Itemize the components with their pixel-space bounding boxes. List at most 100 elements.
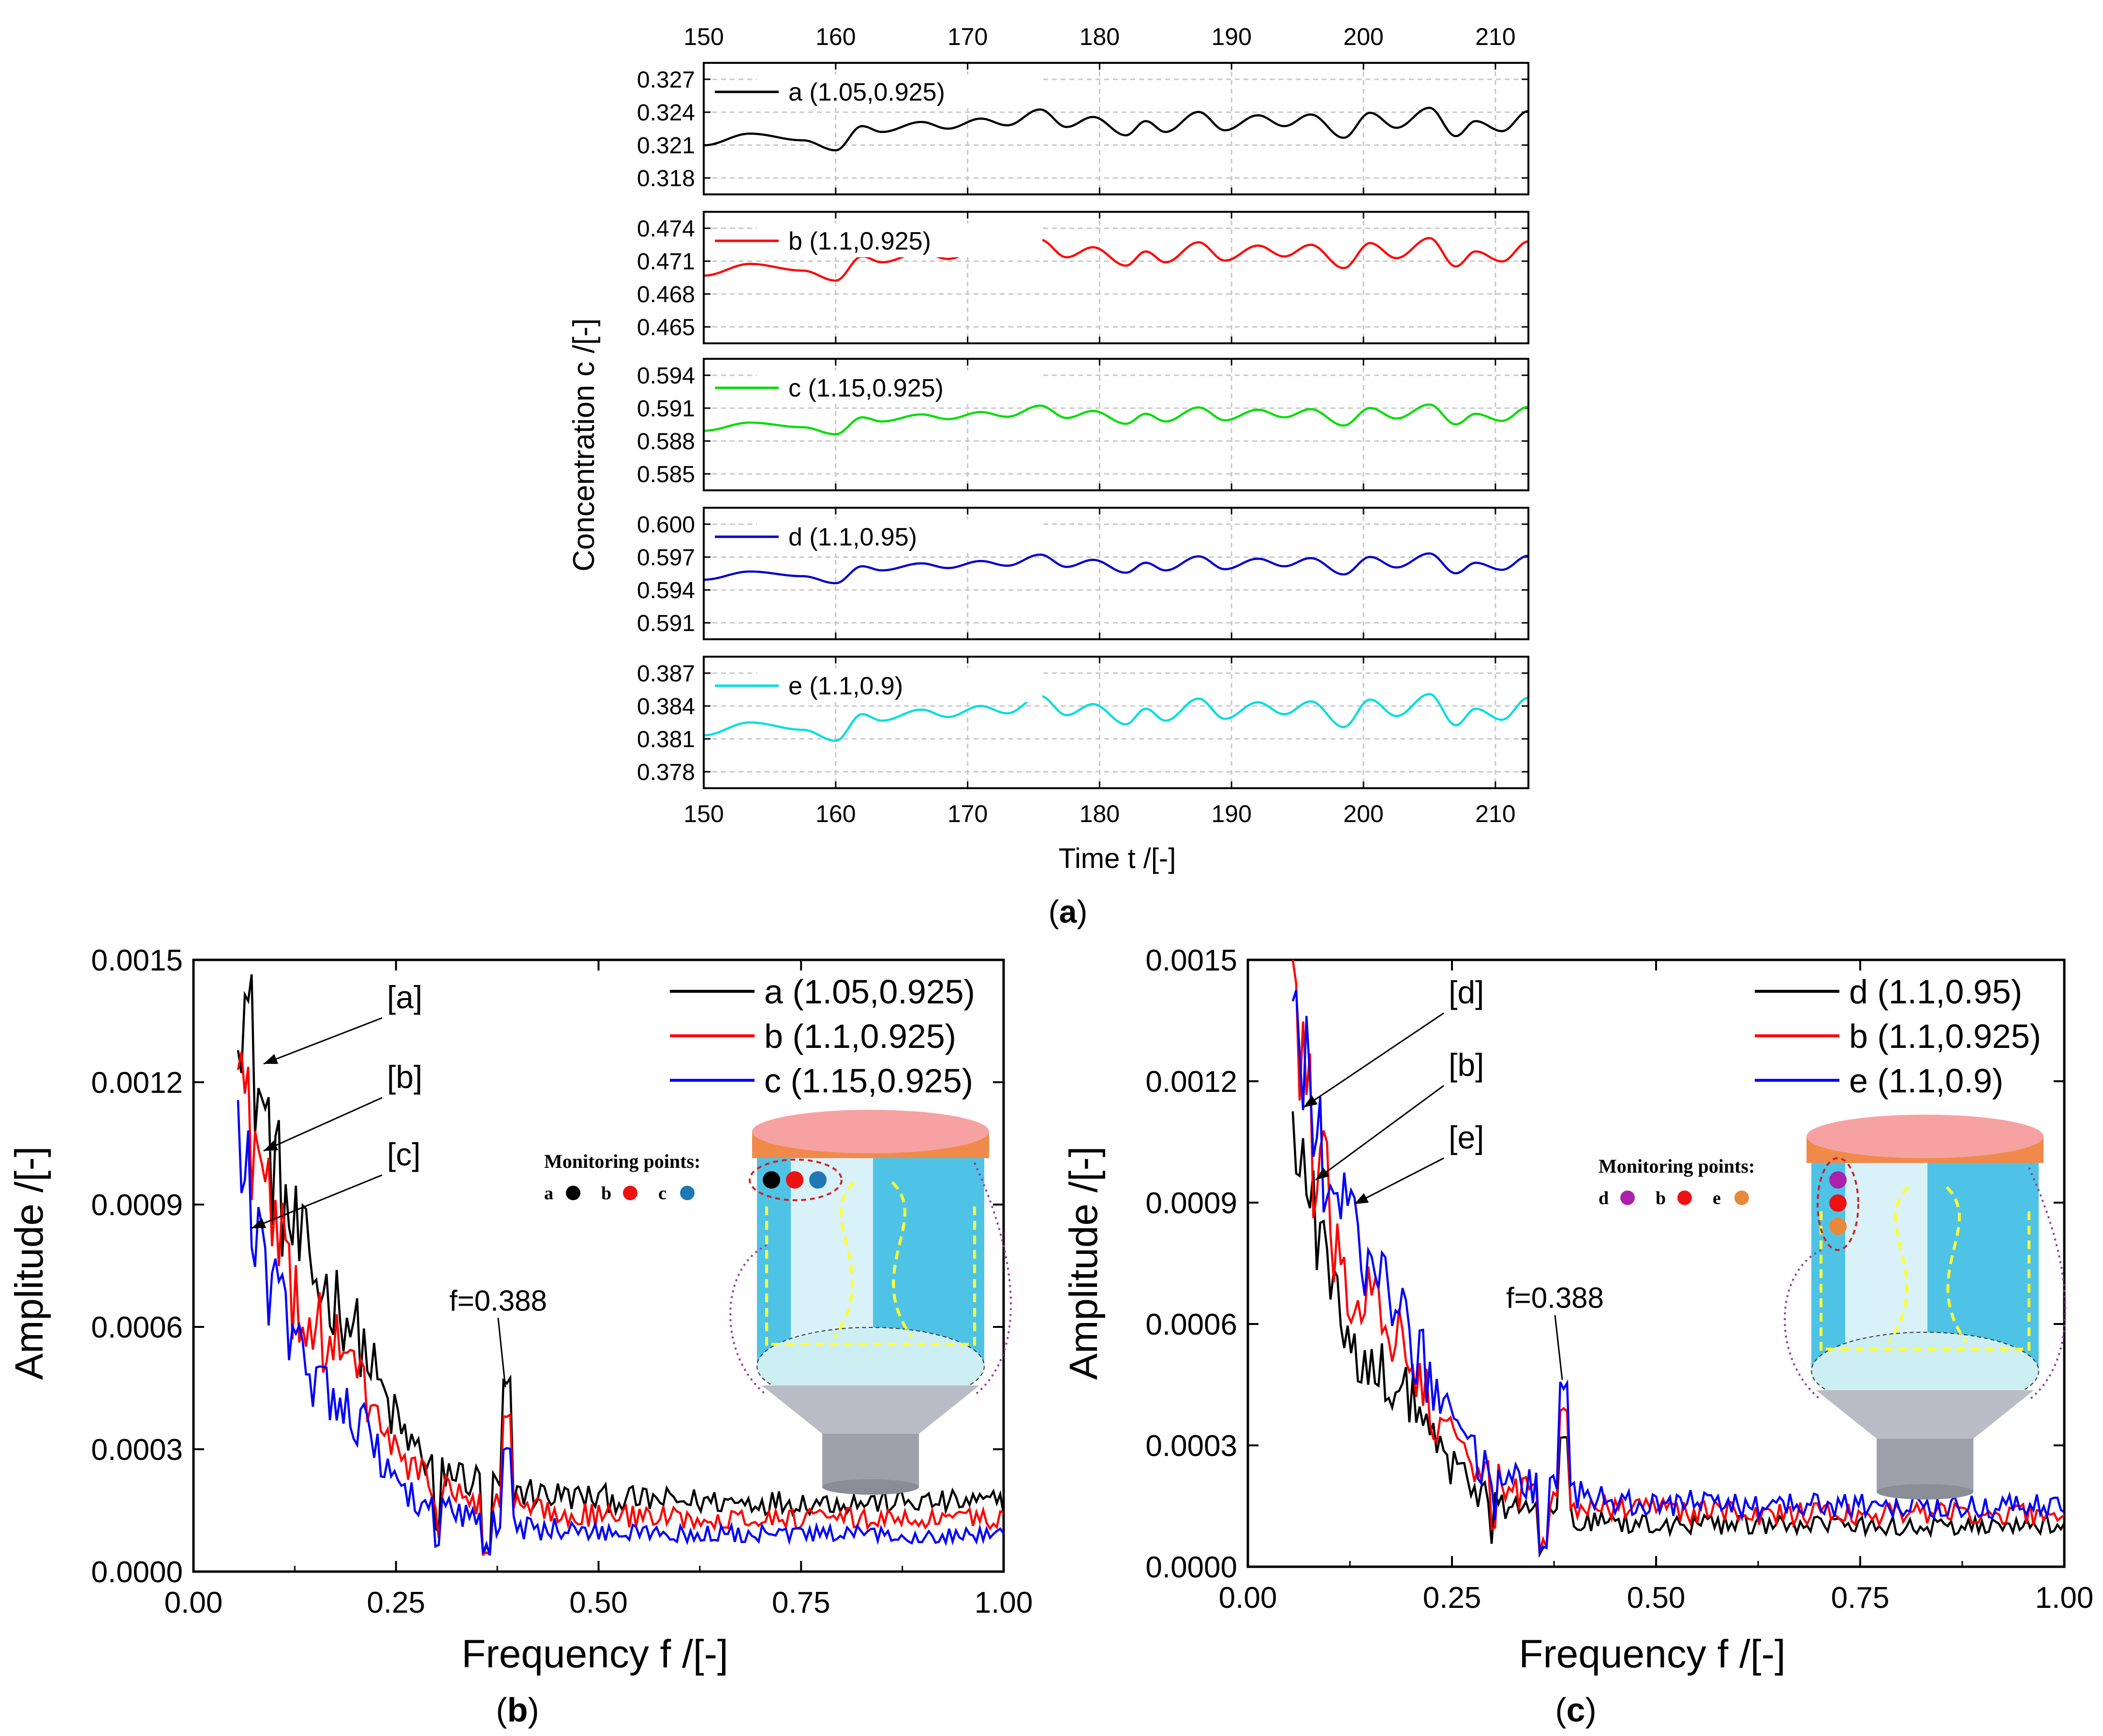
panel-c-spectrum: 0.00 0.25 0.50 0.75 1.00 0.0000 0.0003 0.0006 0.… [1062,944,2093,1729]
series-line-d [704,552,1529,585]
peak-pointer [497,1318,506,1388]
panel-a-ylabel: Concentration c /[-] [567,318,601,572]
x-tick-label: 0.25 [367,1586,425,1619]
cylinder-lid-top [752,1110,989,1153]
bottom-tick-label: 160 [815,800,856,827]
callout-arrow-head-2 [1354,1193,1369,1204]
callout-label-0: [a] [387,979,422,1015]
top-tick-label: 190 [1211,23,1251,50]
subplot-frame [703,358,1529,491]
monitoring-point-2 [1829,1218,1847,1235]
peak-pointer [1554,1315,1563,1380]
top-tick-label: 150 [683,23,724,50]
y-tick-label: 0.0006 [91,1311,183,1344]
monitoring-point-0 [1829,1171,1847,1189]
callout-label-1: [b] [1449,1047,1484,1083]
legend-label-c: c (1.15,0.925) [788,374,944,402]
series-line-0 [1291,1111,2065,1558]
y-tick-label: 0.384 [637,694,695,720]
monitoring-highlight [1817,1157,1859,1251]
y-tick-label: 0.327 [637,67,695,93]
series-line-e [703,693,1529,742]
monitoring-label-c: c [658,1183,666,1204]
y-tick-label: 0.0003 [1145,1429,1237,1463]
panel-c-axes: 0.00 0.25 0.50 0.75 1.00 0.0000 0.0003 0.0006 0.… [1145,944,2093,1615]
plot-frame [192,958,1005,1573]
x-tick-label: 0.75 [1831,1581,1890,1615]
peak-label: f=0.388 [449,1284,547,1317]
legend-label-1: b (1.1,0.925) [764,1017,956,1055]
monitoring-title: Monitoring points: [544,1150,700,1172]
legend-label-e: e (1.1,0.9) [788,672,903,700]
bottom-tick-label: 180 [1080,800,1120,827]
callout-arrow-head-1 [264,1140,279,1151]
x-tick-label: 0.25 [1423,1581,1481,1615]
callout-label-2: [c] [387,1136,421,1172]
recirculation-outline-right [2028,1167,2066,1401]
callout-arrow-head-0 [1303,1095,1318,1107]
top-tick-label: 200 [1343,23,1383,50]
panel-b-caption: (b) [496,1691,539,1729]
flow-arrow-left [833,1181,855,1338]
y-tick-label: 0.594 [637,363,695,389]
monitoring-dot-e [1734,1191,1749,1205]
recirculation-outline-left [1784,1249,1822,1401]
recirculation-outline-right [974,1162,1012,1396]
subplot-frame [703,656,1529,789]
panel-c-callouts: [d] [b] [e] f=0.388 [1303,974,1604,1380]
subplot-c: 0.585 0.588 0.591 0.594 c (1.15,0.925) [637,358,1529,491]
legend-label-1: b (1.1,0.925) [1849,1017,2041,1055]
series-line-2 [237,1100,1005,1556]
panel-b-xlabel: Frequency f /[-] [461,1632,728,1676]
subplot-frame [703,211,1529,344]
funnel-outlet-rim [822,1479,919,1495]
y-tick-label: 0.591 [637,396,695,422]
recirculation-outline-left [729,1244,768,1396]
callout-label-1: [b] [387,1059,422,1095]
y-tick-label: 0.0006 [1145,1308,1237,1341]
panel-b-callouts: [a] [b] [c] f=0.388 [251,979,547,1388]
x-tick-label: 0.50 [1627,1581,1686,1615]
callout-label-0: [d] [1449,974,1484,1010]
series-line-b [704,237,1529,282]
subplot-d: 0.591 0.594 0.597 0.600 d (1.1,0.95) [637,507,1529,640]
bottom-tick-label: 170 [948,800,988,827]
funnel-cone [1816,1390,2034,1439]
legend-label-2: c (1.15,0.925) [764,1062,973,1100]
funnel-outlet-rim [1877,1484,1973,1500]
y-tick-label: 0.591 [637,611,695,636]
legend-label-2: e (1.1,0.9) [1849,1062,2003,1100]
top-tick-label: 170 [948,23,988,50]
y-tick-label: 0.468 [637,282,695,308]
panel-b-ylabel: Amplitude /[-] [7,1146,51,1380]
callout-arrow-line-2 [251,1174,383,1229]
callout-arrow-line-0 [1303,1012,1444,1108]
subplot-frame [703,507,1529,640]
legend-box [757,668,1042,702]
funnel-cone [762,1385,979,1434]
x-tick-label: 0.00 [164,1586,223,1619]
x-tick-label: 0.00 [1219,1581,1277,1615]
monitoring-label-e: e [1713,1188,1721,1208]
monitoring-dot-a [566,1186,580,1200]
panel-c-xlabel: Frequency f /[-] [1519,1632,1785,1676]
monitoring-dot-b [1677,1191,1692,1205]
monitoring-title: Monitoring points: [1599,1155,1755,1177]
y-tick-label: 0.324 [637,100,695,126]
top-tick-label: 210 [1475,23,1515,50]
panel-b-series-lines [237,974,1005,1556]
x-tick-label: 1.00 [975,1586,1033,1619]
monitoring-highlight [749,1159,843,1201]
monitoring-dot-c [680,1186,695,1200]
monitoring-point-0 [763,1171,780,1189]
y-tick-label: 0.0009 [1145,1187,1237,1220]
panel-c-inset: Monitoring points: d b e [1599,1115,2066,1500]
y-tick-label: 0.381 [637,727,695,752]
y-tick-label: 0.0009 [91,1189,183,1222]
y-tick-label: 0.465 [637,315,695,340]
panel-c-legend: d (1.1,0.95) b (1.1,0.925) e (1.1,0.9) [1755,973,2041,1100]
y-tick-label: 0.0000 [91,1556,183,1589]
monitoring-label-a: a [544,1183,553,1204]
y-tick-label: 0.474 [637,216,695,242]
